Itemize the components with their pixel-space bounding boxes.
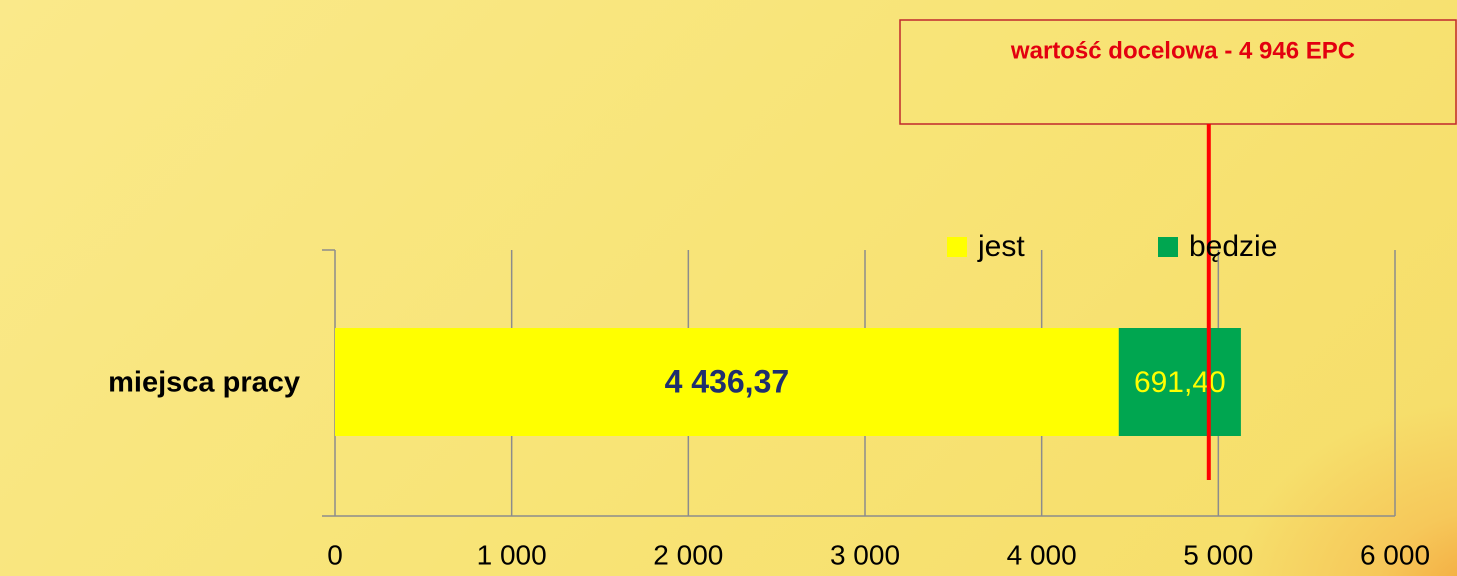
legend-swatch <box>947 237 967 257</box>
bar-segment <box>1118 328 1241 436</box>
x-tick-label: 1 000 <box>477 539 547 570</box>
x-tick-label: 6 000 <box>1360 539 1430 570</box>
x-tick-label: 2 000 <box>653 539 723 570</box>
x-tick-label: 3 000 <box>830 539 900 570</box>
legend-swatch <box>1158 237 1178 257</box>
legend-label: będzie <box>1189 230 1277 263</box>
legend-label: jest <box>977 230 1025 263</box>
category-label: miejsca pracy <box>108 367 300 399</box>
x-tick-label: 0 <box>327 539 343 570</box>
annotation: wartość docelowa - 4 946 EPC <box>1010 37 1355 64</box>
data-label: 4 436,37 <box>665 363 790 399</box>
x-tick-label: 5 000 <box>1183 539 1253 570</box>
annotation-box <box>899 19 1457 125</box>
x-tick-label: 4 000 <box>1007 539 1077 570</box>
bar-segment <box>335 328 1119 436</box>
data-label: 691,40 <box>1134 366 1226 399</box>
